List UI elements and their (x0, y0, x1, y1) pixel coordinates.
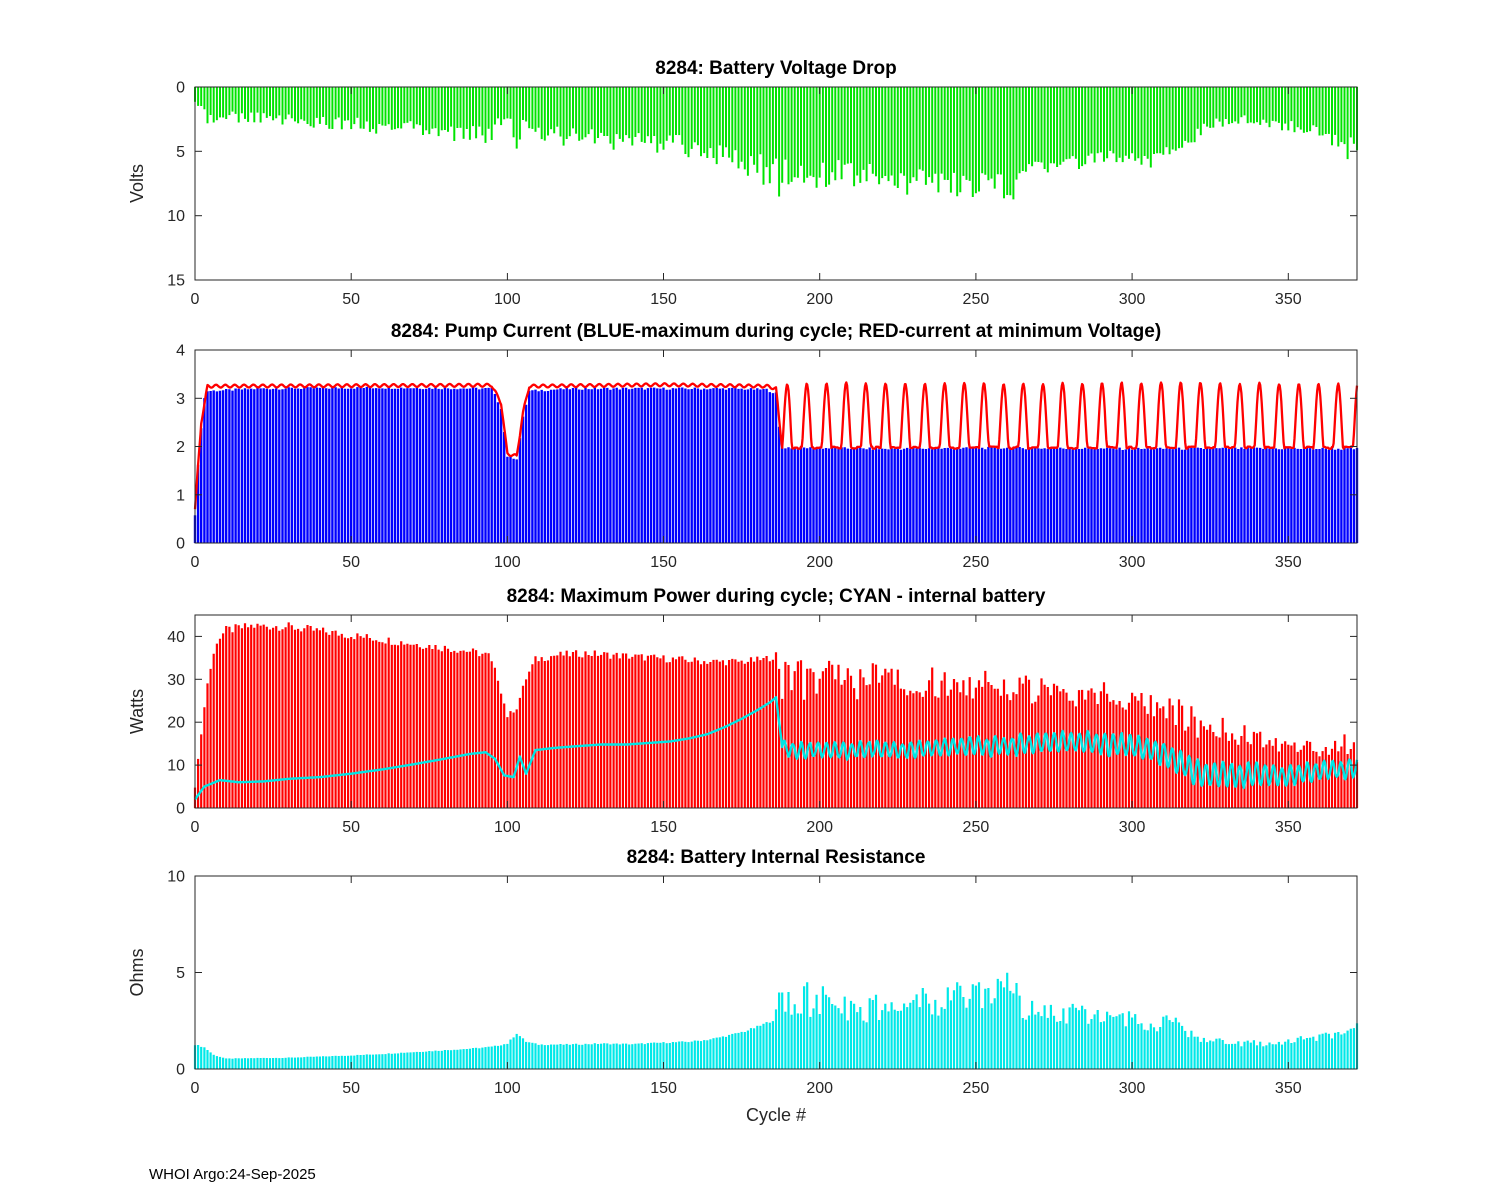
pump-current-title: 8284: Pump Current (BLUE-maximum during … (391, 321, 1161, 342)
max-power-xtick: 100 (494, 819, 521, 836)
pump-current-xtick: 200 (806, 554, 833, 571)
max-power-bars (193, 622, 1359, 808)
internal-resistance-xtick: 300 (1119, 1080, 1146, 1097)
internal-resistance-ytick: 0 (176, 1062, 185, 1079)
internal-resistance-axes (194, 875, 1358, 1070)
max-power-ytick: 20 (167, 715, 185, 732)
internal-resistance-xtick: 200 (806, 1080, 833, 1097)
battery-voltage-drop-xtick: 0 (191, 291, 200, 308)
max-power-line (194, 696, 1359, 801)
pump-current-axes (194, 349, 1358, 544)
max-power-xtick: 0 (191, 819, 200, 836)
battery-voltage-drop-xtick: 250 (963, 291, 990, 308)
battery-voltage-drop-ytick: 0 (176, 80, 185, 97)
battery-voltage-drop-bars (194, 87, 1358, 200)
chart-battery-voltage-drop: 0 50 100 150 200 250 300 350 0 5 10 15 8284: Battery… (127, 58, 1358, 308)
pump-current-ytick: 3 (176, 391, 185, 408)
battery-voltage-drop-xtick: 150 (650, 291, 677, 308)
max-power-xtick: 250 (963, 819, 990, 836)
max-power-title: 8284: Maximum Power during cycle; CYAN -… (507, 586, 1046, 607)
pump-current-xtick: 350 (1275, 554, 1302, 571)
internal-resistance-bars (193, 972, 1359, 1069)
max-power-ylabel: Watts (127, 689, 147, 734)
pump-current-ytick: 0 (176, 536, 185, 553)
internal-resistance-ytick: 5 (176, 965, 185, 982)
battery-voltage-drop-xtick: 50 (342, 291, 360, 308)
pump-current-ytick: 4 (176, 343, 185, 360)
max-power-xtick: 150 (650, 819, 677, 836)
battery-voltage-drop-ytick: 10 (167, 208, 185, 225)
internal-resistance-ytick: 10 (167, 869, 185, 886)
pump-current-bars (193, 386, 1359, 543)
pump-current-xtick: 100 (494, 554, 521, 571)
footer-text: WHOI Argo:24-Sep-2025 (149, 1166, 316, 1183)
battery-voltage-drop-axes (194, 86, 1358, 281)
battery-voltage-drop-xtick: 100 (494, 291, 521, 308)
chart-internal-resistance: 0 50 100 150 200 250 300 350 0 5 10 8284: Battery I… (127, 847, 1359, 1125)
battery-voltage-drop-xtick: 350 (1275, 291, 1302, 308)
max-power-xtick: 300 (1119, 819, 1146, 836)
internal-resistance-xtick: 250 (963, 1080, 990, 1097)
battery-voltage-drop-xtick: 300 (1119, 291, 1146, 308)
pump-current-xtick: 0 (191, 554, 200, 571)
pump-current-xtick: 50 (342, 554, 360, 571)
chart-max-power: 0 50 100 150 200 250 300 350 0 10 20 30 40 8284: Maxi… (127, 586, 1359, 836)
internal-resistance-xtick: 350 (1275, 1080, 1302, 1097)
battery-voltage-drop-ytick: 5 (176, 144, 185, 161)
internal-resistance-xtick: 150 (650, 1080, 677, 1097)
pump-current-xtick: 150 (650, 554, 677, 571)
pump-current-line (193, 381, 1359, 510)
battery-voltage-drop-title: 8284: Battery Voltage Drop (655, 58, 896, 79)
max-power-axes (194, 614, 1358, 809)
internal-resistance-xtick: 0 (191, 1080, 200, 1097)
max-power-ytick: 0 (176, 801, 185, 818)
max-power-xtick: 200 (806, 819, 833, 836)
max-power-xtick: 50 (342, 819, 360, 836)
battery-voltage-drop-ytick: 15 (167, 273, 185, 290)
pump-current-ytick: 2 (176, 439, 185, 456)
max-power-ytick: 40 (167, 629, 185, 646)
internal-resistance-xlabel: Cycle # (746, 1105, 806, 1125)
internal-resistance-xtick: 50 (342, 1080, 360, 1097)
battery-voltage-drop-xtick: 200 (806, 291, 833, 308)
internal-resistance-title: 8284: Battery Internal Resistance (627, 847, 926, 868)
pump-current-xtick: 300 (1119, 554, 1146, 571)
max-power-xtick: 350 (1275, 819, 1302, 836)
pump-current-xtick: 250 (963, 554, 990, 571)
internal-resistance-xtick: 100 (494, 1080, 521, 1097)
battery-voltage-drop-ylabel: Volts (127, 164, 147, 203)
pump-current-ytick: 1 (176, 487, 185, 504)
max-power-ytick: 10 (167, 758, 185, 775)
chart-pump-current: 0 50 100 150 200 250 300 350 0 1 2 3 4 8284: Pump Cur… (176, 321, 1359, 571)
max-power-ytick: 30 (167, 672, 185, 689)
internal-resistance-ylabel: Ohms (127, 948, 147, 996)
